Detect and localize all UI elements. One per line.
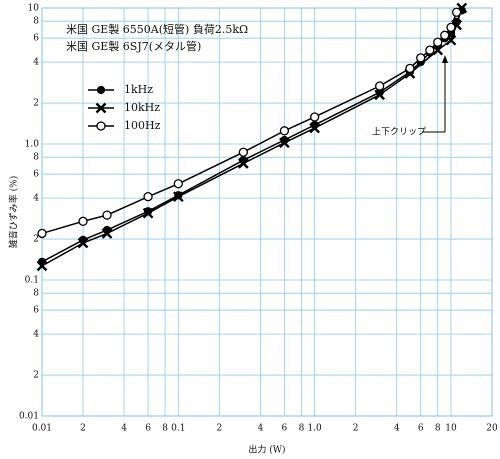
marker — [102, 210, 112, 220]
marker — [36, 260, 48, 272]
marker — [416, 53, 426, 63]
x-tick-label: 20 — [486, 424, 498, 434]
x-axis-label: 出力 (W) — [248, 444, 285, 456]
marker — [446, 22, 456, 33]
marker — [238, 158, 249, 169]
x-tick-label: 8 — [299, 424, 305, 434]
y-tick-label: 6 — [33, 170, 39, 180]
x-tick-label: 6 — [418, 424, 424, 434]
y-tick-label: 4 — [33, 194, 39, 204]
y-tick-label: 4 — [33, 58, 39, 68]
x-tick-label: 2 — [353, 424, 359, 434]
y-axis-label: 雑音ひずみ率 (%) — [8, 176, 20, 248]
marker — [37, 228, 47, 239]
legend-marker — [96, 121, 106, 131]
legend-label: 10kHz — [124, 101, 160, 114]
marker — [432, 44, 444, 56]
x-tick-label: 4 — [258, 424, 264, 434]
marker — [279, 137, 290, 149]
y-tick-label: 10 — [28, 4, 40, 14]
y-tick-label: 2 — [33, 235, 39, 245]
marker — [405, 63, 415, 73]
y-tick-label: 8 — [33, 153, 39, 163]
y-tick-label: 2 — [33, 371, 39, 381]
x-tick-label: 2 — [80, 424, 86, 434]
legend-label: 1kHz — [124, 83, 153, 96]
y-tick-label: 6 — [33, 34, 39, 44]
marker — [172, 191, 184, 203]
x-tick-label: 4 — [121, 424, 127, 434]
marker — [440, 30, 450, 40]
marker — [77, 237, 89, 249]
x-tick-label: 0.01 — [32, 424, 52, 434]
chart-title: 米国 GE製 6SJ7(メタル管) — [66, 39, 201, 53]
x-tick-label: 6 — [282, 424, 288, 434]
y-tick-label: 0.01 — [19, 412, 39, 422]
y-tick-label: 1.0 — [25, 140, 40, 150]
y-tick-label: 4 — [33, 330, 39, 340]
x-tick-label: 2 — [216, 424, 222, 434]
marker — [451, 7, 462, 17]
legend-marker — [95, 102, 107, 114]
y-tick-label: 0.1 — [25, 276, 39, 286]
y-tick-label: 2 — [33, 99, 39, 109]
marker — [309, 112, 320, 122]
x-tick-label: 1.0 — [307, 424, 322, 434]
marker — [173, 179, 183, 189]
x-tick-label: 4 — [394, 424, 400, 434]
x-tick-label: 0.1 — [171, 424, 185, 434]
marker — [433, 37, 443, 47]
series-line — [41, 12, 458, 235]
annotation-arrowhead — [442, 55, 448, 63]
legend-marker — [96, 85, 106, 95]
marker — [101, 228, 113, 239]
y-tick-label: 8 — [33, 17, 39, 27]
marker — [375, 81, 385, 91]
marker — [142, 207, 154, 219]
x-tick-label: 6 — [145, 424, 151, 434]
x-tick-label: 8 — [435, 424, 441, 434]
annotation: 上下クリップ — [372, 127, 426, 138]
legend-label: 100Hz — [124, 119, 161, 132]
marker — [279, 126, 290, 136]
x-tick-label: 10 — [445, 424, 457, 434]
plot-frame — [41, 7, 493, 417]
marker — [143, 192, 153, 202]
marker — [309, 122, 320, 134]
marker — [425, 45, 435, 55]
y-tick-label: 6 — [33, 306, 39, 316]
marker — [374, 89, 386, 101]
marker — [238, 147, 249, 157]
x-tick-label: 8 — [162, 424, 168, 434]
chart-title: 米国 GE製 6550A(短管) 負荷2.5kΩ — [66, 22, 248, 36]
marker — [78, 216, 88, 226]
y-tick-label: 8 — [33, 289, 39, 299]
